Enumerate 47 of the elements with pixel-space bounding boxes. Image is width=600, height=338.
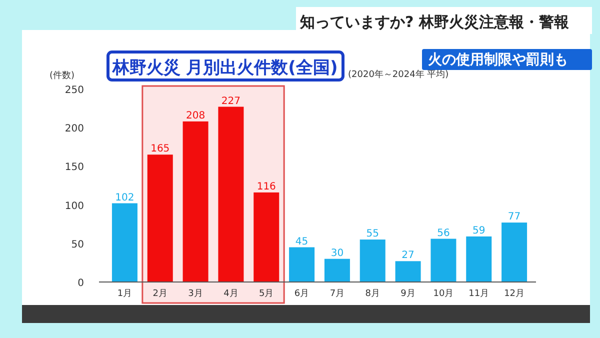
- data-label: 208: [186, 110, 206, 122]
- data-label: 56: [437, 228, 450, 239]
- data-label: 55: [366, 228, 379, 240]
- bar: [430, 238, 456, 282]
- x-tick-label: 8月: [365, 289, 380, 299]
- bar: [112, 203, 138, 282]
- x-tick-label: 9月: [400, 289, 416, 299]
- y-tick-label: 150: [64, 162, 84, 174]
- x-tick-label: 6月: [294, 289, 310, 299]
- x-tick-label: 4月: [224, 289, 238, 299]
- x-tick-label: 11月: [468, 289, 490, 299]
- chart-title: 林野火災 月別出火件数(全国): [111, 58, 338, 78]
- y-tick-label: 0: [78, 278, 84, 289]
- bar: [466, 236, 492, 282]
- bar: [289, 247, 315, 282]
- data-label: 77: [508, 212, 521, 223]
- bar: [395, 261, 421, 282]
- x-tick-label: 5月: [259, 289, 274, 299]
- bar: [324, 258, 350, 282]
- bar: [182, 121, 208, 282]
- y-tick-label: 200: [64, 124, 84, 135]
- data-label: 45: [295, 236, 308, 248]
- x-tick-label: 1月: [117, 289, 132, 299]
- y-axis-title: (件数): [49, 70, 75, 81]
- x-tick-label: 7月: [330, 289, 345, 299]
- data-label: 102: [115, 192, 134, 204]
- x-tick-label: 10月: [433, 289, 454, 299]
- y-tick-label: 50: [71, 239, 84, 250]
- text: 火の使用制限や罰則も: [428, 52, 568, 68]
- bar: [218, 106, 244, 282]
- bar: [254, 192, 280, 282]
- data-label: 59: [472, 225, 486, 236]
- bar: [502, 222, 528, 282]
- x-tick-label: 2月: [152, 289, 168, 299]
- y-tick-label: 100: [64, 200, 84, 212]
- bar: [360, 240, 386, 282]
- bar: [147, 154, 173, 282]
- y-tick-label: 250: [64, 85, 84, 96]
- text: 知っていますか? 林野火災注意報・警報: [299, 13, 570, 31]
- x-tick-label: 12月: [504, 289, 525, 299]
- data-label: 27: [402, 250, 414, 262]
- data-label: 116: [256, 181, 276, 192]
- x-tick-label: 3月: [188, 289, 203, 299]
- data-label: 165: [150, 144, 170, 155]
- data-label: 30: [330, 248, 344, 259]
- chart-subtitle: (2020年～2024年 平均): [348, 69, 449, 80]
- data-label: 227: [221, 96, 241, 107]
